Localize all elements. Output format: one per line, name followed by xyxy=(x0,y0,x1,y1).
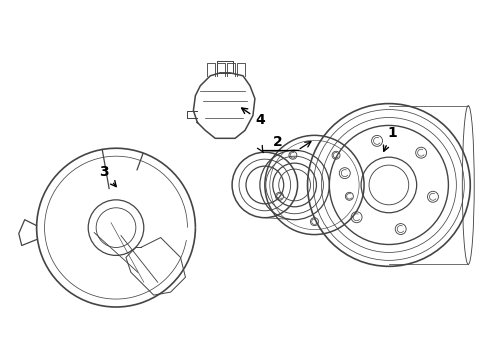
Text: 3: 3 xyxy=(99,165,116,186)
Text: 4: 4 xyxy=(242,108,265,127)
Text: 1: 1 xyxy=(384,126,397,151)
Text: 2: 2 xyxy=(273,135,283,149)
